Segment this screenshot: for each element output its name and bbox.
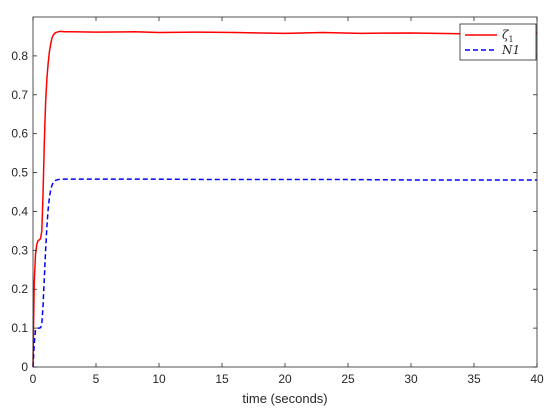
- x-tick-label: 15: [215, 372, 229, 386]
- series-layer: [32, 30, 538, 368]
- legend-label-1: ζ1: [502, 28, 514, 44]
- x-tick-label: 25: [341, 372, 355, 386]
- plot-background: [33, 17, 537, 367]
- y-tick-label: 0.6: [11, 127, 28, 141]
- plot-area: [33, 17, 537, 367]
- y-tick-label: 0.7: [11, 88, 28, 102]
- x-tick-label: 5: [93, 372, 100, 386]
- legend-box: [459, 23, 537, 61]
- y-tick-label: 0.4: [11, 204, 28, 218]
- y-tick-label: 0.8: [11, 49, 28, 63]
- series-line-2: [32, 178, 537, 368]
- legend-label-sub: 1: [509, 35, 514, 44]
- legend-label-2: N1: [501, 43, 520, 57]
- x-tick-label: 40: [530, 372, 544, 386]
- y-tick-label: 0.2: [11, 282, 28, 296]
- x-tick-label: 10: [152, 372, 166, 386]
- x-tick-label: 30: [404, 372, 418, 386]
- x-axis-label: time (seconds): [242, 391, 327, 406]
- axes-layer: 0 5 10 15 20 25 30 35 40 0 0.1 0.2 0.3 0.4 0.5 0.6 0.7 0.…: [11, 16, 544, 386]
- series-line-1: [32, 30, 538, 368]
- y-tick-label: 0: [21, 360, 28, 374]
- legend-label-main: N1: [501, 43, 520, 57]
- y-tick-label: 0.5: [11, 166, 28, 180]
- x-tick-label: 20: [278, 372, 292, 386]
- y-tick-label: 0.1: [11, 321, 28, 335]
- legend-label-main: ζ: [502, 28, 510, 42]
- x-tick-label: 35: [467, 372, 481, 386]
- y-tick-label: 0.3: [11, 243, 28, 257]
- x-tick-label: 0: [30, 372, 37, 386]
